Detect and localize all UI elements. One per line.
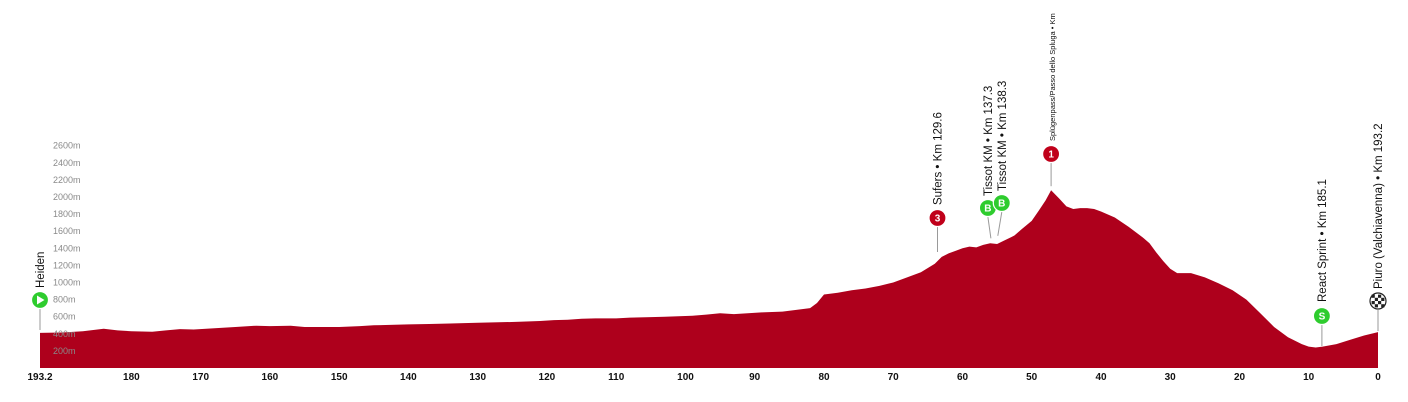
marker-start: Heiden <box>30 252 50 330</box>
y-tick-label: 800m <box>53 295 76 305</box>
finish-flag-square <box>1371 301 1375 305</box>
badge-text: S <box>1319 312 1326 323</box>
x-axis: 193.2 180 170 160 150 140 130 120 110 100 90 80 70 60… <box>27 372 1381 383</box>
x-tick-label: 150 <box>331 372 348 383</box>
x-tick-label: 100 <box>677 372 694 383</box>
x-tick-label: 60 <box>957 372 969 383</box>
marker-label: Tissot KM • Km 137.3 <box>983 86 995 196</box>
marker-label: Tissot KM • Km 138.3 <box>997 81 1009 191</box>
x-tick-label: 10 <box>1303 372 1315 383</box>
x-tick-label: 0 <box>1375 372 1381 383</box>
marker-finish: Piuro (Valchiavenna) • Km 193.2 <box>1369 123 1387 331</box>
y-tick-label: 200m <box>53 346 76 356</box>
finish-flag-square <box>1378 294 1382 298</box>
bonus-badge <box>992 193 1011 213</box>
y-tick-label: 400m <box>53 329 76 339</box>
y-tick-label: 2600m <box>53 141 81 151</box>
finish-flag-square <box>1371 294 1375 298</box>
y-axis: 200m 400m 600m 800m 1000m 1200m 1400m 1600m 1800… <box>53 141 81 356</box>
badge-text: 1 <box>1048 150 1054 161</box>
y-tick-label: 2000m <box>53 192 81 202</box>
climb-badge <box>928 208 947 228</box>
x-tick-label: 130 <box>469 372 486 383</box>
x-tick-label: 193.2 <box>27 372 52 383</box>
y-tick-label: 1200m <box>53 260 81 270</box>
badge-text: B <box>984 204 991 215</box>
marker-climb: 1 Splügenpass/Passo dello Spluga • Km <box>1041 13 1061 187</box>
y-tick-label: 2400m <box>53 158 81 168</box>
finish-flag-square <box>1378 301 1382 305</box>
elevation-area <box>40 190 1378 368</box>
finish-flag-square <box>1381 304 1385 308</box>
y-tick-label: 2200m <box>53 175 81 185</box>
x-tick-label: 80 <box>818 372 830 383</box>
x-tick-label: 160 <box>262 372 279 383</box>
x-tick-label: 120 <box>539 372 556 383</box>
marker-bonus: B Tissot KM • Km 138.3 <box>992 81 1011 236</box>
x-tick-label: 90 <box>749 372 761 383</box>
finish-flag-square <box>1381 297 1385 301</box>
profile-layer <box>40 190 1378 368</box>
x-tick-label: 50 <box>1026 372 1038 383</box>
finish-flag-square <box>1374 297 1378 301</box>
marker-label: React Sprint • Km 185.1 <box>1317 179 1329 302</box>
badge-text: B <box>998 199 1005 210</box>
y-tick-label: 1800m <box>53 209 81 219</box>
x-tick-label: 40 <box>1095 372 1107 383</box>
x-tick-label: 140 <box>400 372 417 383</box>
marker-leader-line <box>987 216 992 239</box>
sprint-badge <box>1312 306 1332 326</box>
x-tick-label: 20 <box>1234 372 1246 383</box>
climb-badge <box>1041 144 1061 164</box>
marker-label: Sufers • Km 129.6 <box>933 112 945 205</box>
marker-leader-line <box>997 211 1003 236</box>
x-tick-label: 70 <box>888 372 900 383</box>
marker-label: Splügenpass/Passo dello Spluga • Km <box>1048 13 1057 141</box>
finish-flag-square <box>1374 304 1378 308</box>
marker-sprint: S React Sprint • Km 185.1 <box>1312 179 1332 346</box>
y-tick-label: 1400m <box>53 243 81 253</box>
y-tick-label: 600m <box>53 312 76 322</box>
marker-label: Heiden <box>35 252 47 288</box>
x-tick-label: 110 <box>608 372 625 383</box>
badge-text: 3 <box>935 214 941 225</box>
marker-bonus: B Tissot KM • Km 137.3 <box>978 86 998 239</box>
y-tick-label: 1600m <box>53 226 81 236</box>
marker-label: Piuro (Valchiavenna) • Km 193.2 <box>1373 123 1385 289</box>
x-tick-label: 30 <box>1165 372 1177 383</box>
marker-climb: 3 Sufers • Km 129.6 <box>928 112 947 252</box>
x-tick-label: 170 <box>192 372 209 383</box>
play-triangle-icon <box>37 295 45 305</box>
y-tick-label: 1000m <box>53 278 81 288</box>
x-tick-label: 180 <box>123 372 140 383</box>
